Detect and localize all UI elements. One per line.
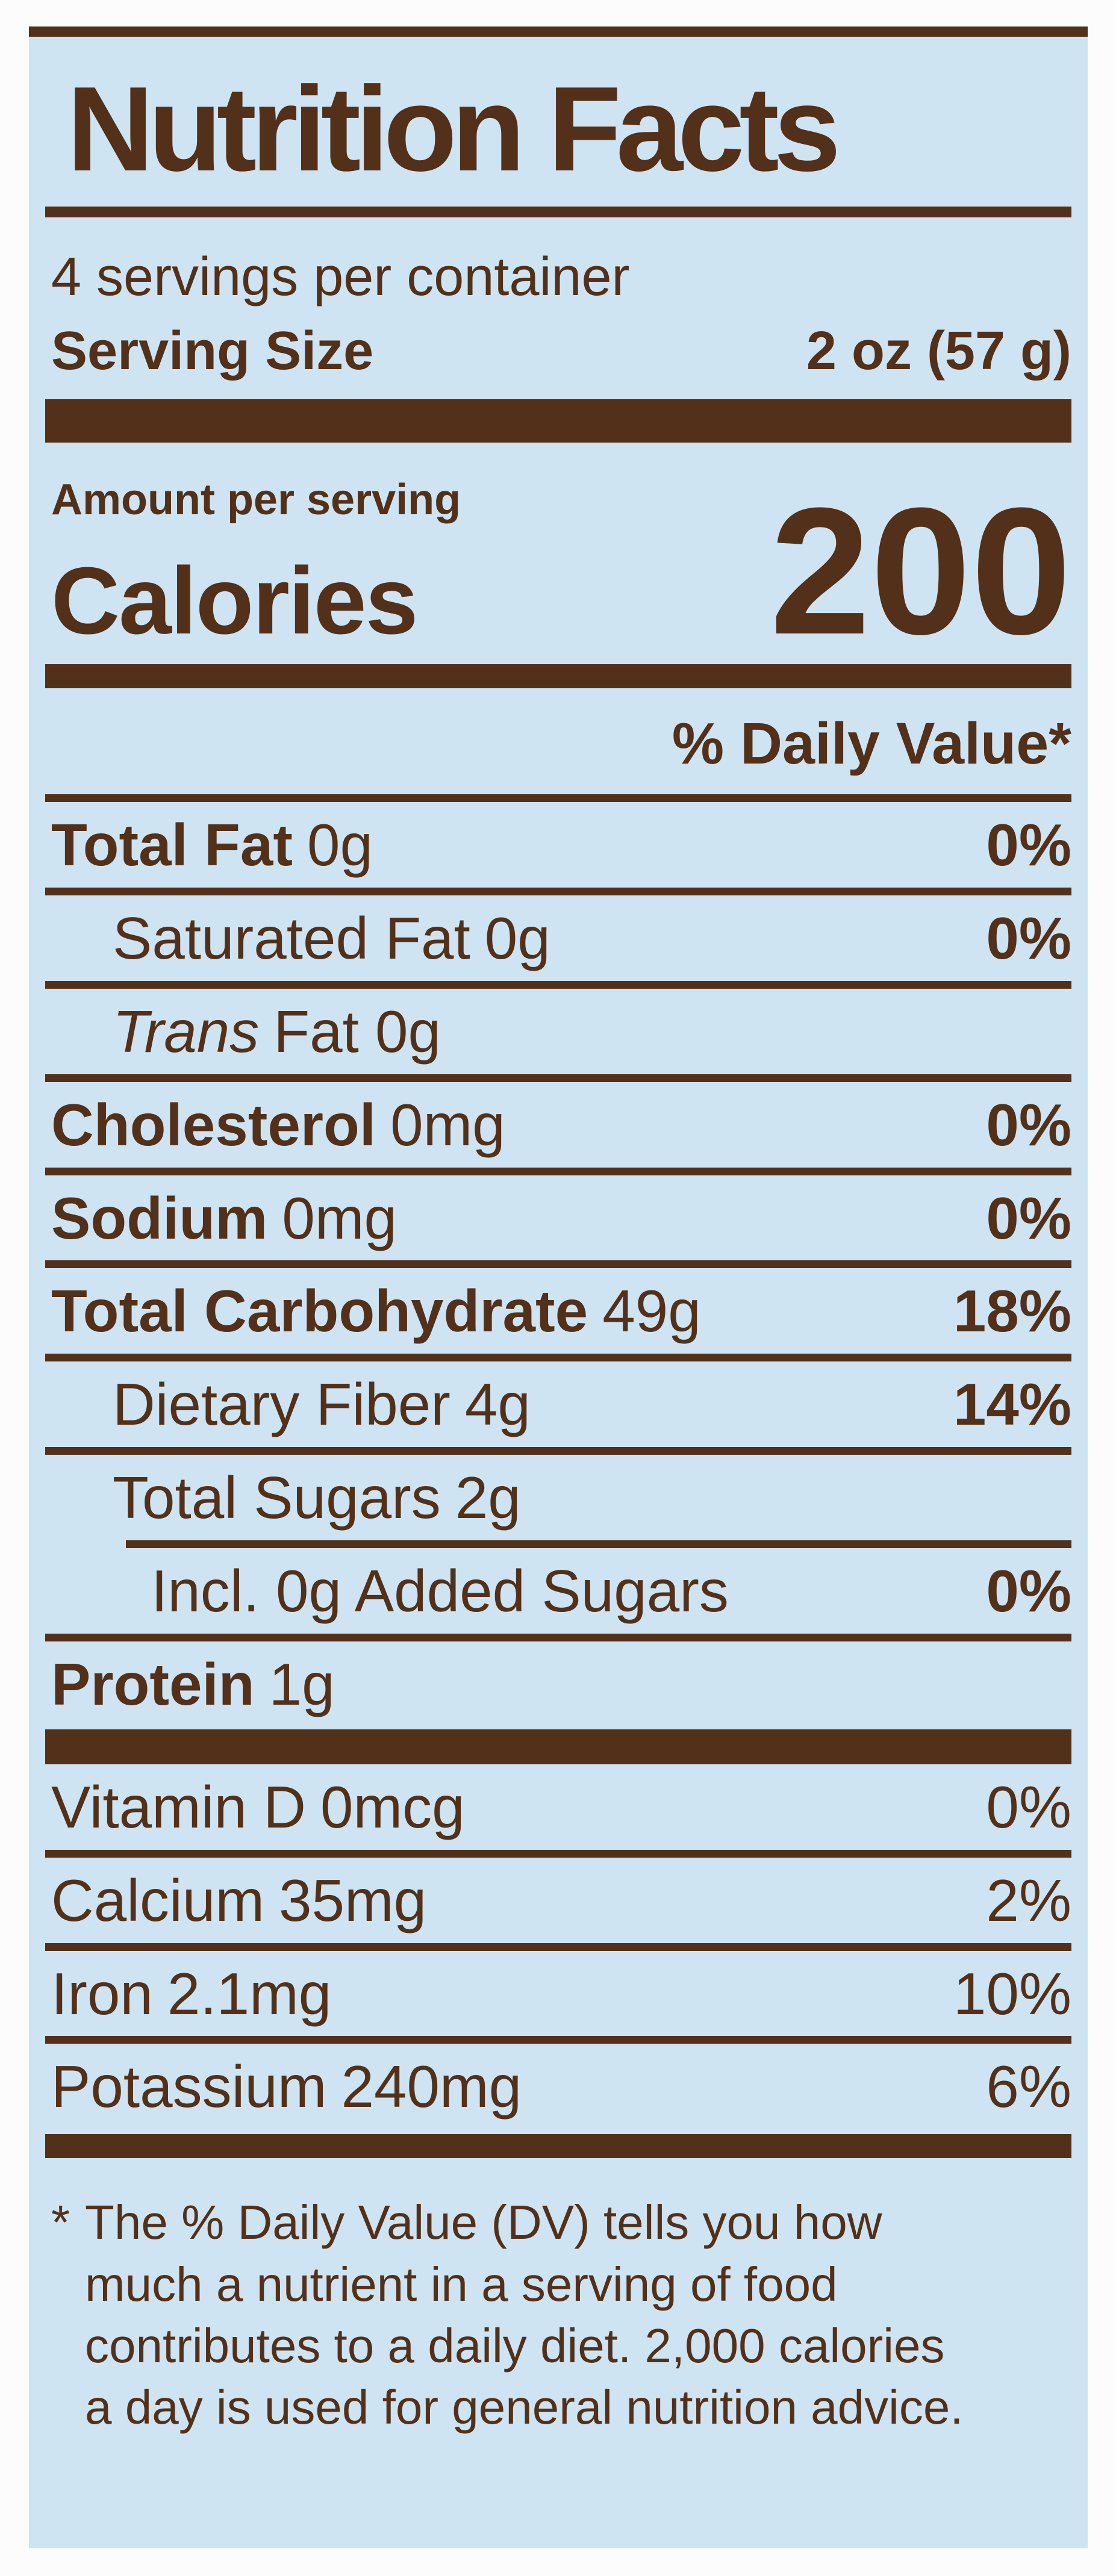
daily-value-footnote: * The % Daily Value (DV) tells you how m… (45, 2192, 1071, 2439)
nutrient-name: Trans (113, 998, 260, 1065)
divider (45, 1354, 1071, 1362)
calories-row: Calories 200 (45, 470, 1071, 672)
serving-size-row: Serving Size 2 oz (57 g) (45, 322, 1071, 381)
nutrient-amount: 0g (484, 904, 550, 971)
divider (45, 1074, 1071, 1082)
daily-value-header: % Daily Value* (672, 711, 1071, 776)
serving-size-value: 2 oz (57 g) (806, 321, 1071, 381)
vitamin-name: Iron (51, 1960, 153, 2027)
nutrient-amount: 0mg (390, 1091, 505, 1158)
nutrient-name: Protein (51, 1650, 255, 1717)
nutrient-row-total-sugars: Total Sugars 2g (45, 1455, 1071, 1540)
vitamin-dv: 6% (986, 2053, 1071, 2120)
calories-value: 200 (770, 470, 1071, 672)
serving-size-label: Serving Size (51, 321, 374, 381)
label-content: Nutrition Facts 4 servings per container… (29, 57, 1088, 2439)
vitamin-row-vitamin-d: Vitamin D 0mcg 0% (45, 1764, 1071, 1850)
divider (45, 980, 1071, 989)
thick-divider-bar (45, 1729, 1071, 1764)
thick-divider-bar (45, 399, 1071, 443)
nutrient-name: Dietary Fiber (113, 1371, 450, 1438)
vitamin-row-calcium: Calcium 35mg 2% (45, 1858, 1071, 1943)
nutrient-amount: 4g (464, 1371, 531, 1438)
thick-divider-bar (45, 2134, 1071, 2159)
divider-under-calories (45, 664, 1071, 688)
nutrient-row-added-sugars: Incl. 0g Added Sugars 0% (45, 1548, 1071, 1634)
nutrient-row-protein: Protein 1g (45, 1641, 1071, 1727)
vitamin-dv: 0% (986, 1773, 1071, 1840)
nutrient-row-dietary-fiber: Dietary Fiber 4g 14% (45, 1361, 1071, 1447)
nutrient-dv: 0% (986, 1184, 1071, 1251)
vitamin-dv: 10% (953, 1960, 1071, 2027)
nutrient-name: Saturated Fat (113, 904, 470, 971)
nutrient-amount: 0g (307, 812, 373, 878)
nutrient-row-cholesterol: Cholesterol 0mg 0% (45, 1082, 1071, 1168)
divider (45, 1447, 1071, 1455)
vitamin-name: Calcium (51, 1867, 264, 1934)
footnote-text: The % Daily Value (DV) tells you how muc… (85, 2195, 964, 2434)
amount-per-serving-label: Amount per serving (51, 476, 461, 524)
vitamin-name: Vitamin D (51, 1773, 307, 1840)
nutrient-amount: 1g (269, 1650, 335, 1717)
vitamin-amount: 35mg (278, 1867, 427, 1934)
divider (45, 1943, 1071, 1951)
divider (45, 1260, 1071, 1269)
nutrient-dv: 0% (986, 1091, 1071, 1158)
nutrient-name: Sodium (51, 1184, 268, 1251)
label-top-border (29, 26, 1088, 37)
nutrient-dv: 0% (986, 1558, 1071, 1624)
nutrient-dv: 0% (986, 904, 1071, 971)
calories-label: Calories (51, 548, 419, 654)
divider (45, 794, 1071, 802)
divider-indented (126, 1540, 1071, 1548)
vitamin-row-iron: Iron 2.1mg 10% (45, 1951, 1071, 2036)
divider-under-title (45, 207, 1071, 217)
nutrient-name: Cholesterol (51, 1091, 376, 1158)
nutrient-dv: 0% (986, 812, 1071, 878)
vitamin-dv: 2% (986, 1867, 1071, 1934)
divider (45, 2036, 1071, 2044)
vitamin-amount: 0mcg (320, 1773, 465, 1840)
vitamin-name: Potassium (51, 2053, 327, 2120)
nutrient-row-trans-fat: Trans Fat 0g (45, 989, 1071, 1074)
vitamin-amount: 2.1mg (167, 1960, 332, 2027)
footnote-asterisk: * (51, 2195, 70, 2250)
nutrient-row-total-fat: Total Fat 0g 0% (45, 802, 1071, 888)
nutrient-dv: 14% (953, 1371, 1071, 1438)
nutrient-amount: 49g (602, 1278, 701, 1345)
nutrient-name: Total Carbohydrate (51, 1278, 588, 1345)
divider (45, 1849, 1071, 1858)
nutrient-name: Incl. 0g Added Sugars (151, 1558, 729, 1624)
nutrient-row-total-carbohydrate: Total Carbohydrate 49g 18% (45, 1268, 1071, 1354)
vitamin-amount: 240mg (341, 2053, 522, 2120)
nutrient-dv: 18% (953, 1278, 1071, 1345)
nutrient-name: Total Fat (51, 812, 293, 878)
nutrient-amount: 0mg (282, 1184, 397, 1251)
servings-per-container: 4 servings per container (51, 247, 630, 307)
vitamin-row-potassium: Potassium 240mg 6% (45, 2044, 1071, 2129)
nutrient-name: Total Sugars (113, 1464, 441, 1531)
divider (45, 1167, 1071, 1175)
label-title: Nutrition Facts (67, 62, 841, 196)
nutrient-amount: Fat 0g (273, 998, 441, 1065)
divider (45, 1633, 1071, 1641)
nutrient-amount: 2g (455, 1464, 521, 1531)
divider (45, 887, 1071, 895)
nutrition-facts-label: Nutrition Facts 4 servings per container… (29, 26, 1088, 2548)
nutrient-row-sodium: Sodium 0mg 0% (45, 1175, 1071, 1261)
nutrient-row-saturated-fat: Saturated Fat 0g 0% (45, 895, 1071, 981)
